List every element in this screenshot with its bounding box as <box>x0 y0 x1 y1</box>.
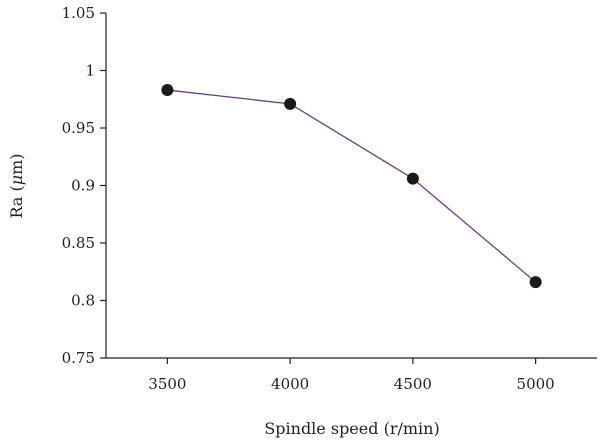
y-tick-label: 0.75 <box>62 349 95 367</box>
x-tick-label: 3500 <box>148 375 186 393</box>
x-axis-ticks: 3500 4000 4500 5000 <box>148 358 555 393</box>
data-point <box>284 97 297 110</box>
y-axis-ticks: 0.75 0.8 0.85 0.9 0.95 1 1.05 <box>62 4 106 367</box>
x-tick-label: 4500 <box>394 375 432 393</box>
series-line <box>167 89 537 283</box>
data-point <box>529 276 542 289</box>
y-axis-title-suffix: m) <box>7 153 26 174</box>
y-tick-label: 1.05 <box>62 4 95 22</box>
x-tick-label: 5000 <box>517 375 555 393</box>
y-axis-title-unit: μ <box>7 175 26 185</box>
data-points <box>161 84 542 289</box>
y-axis-title-prefix: Ra ( <box>7 185 26 218</box>
y-tick-label: 0.95 <box>62 119 95 137</box>
y-tick-label: 0.8 <box>71 292 95 310</box>
y-axis-title: Ra (μm) <box>7 153 26 218</box>
data-point <box>161 84 174 97</box>
y-tick-label: 1 <box>85 62 95 80</box>
data-point <box>406 172 419 185</box>
x-axis-title: Spindle speed (r/min) <box>264 419 439 438</box>
axis-lines <box>105 13 597 359</box>
y-tick-label: 0.85 <box>62 234 95 252</box>
y-tick-label: 0.9 <box>71 177 95 195</box>
x-tick-label: 4000 <box>271 375 309 393</box>
